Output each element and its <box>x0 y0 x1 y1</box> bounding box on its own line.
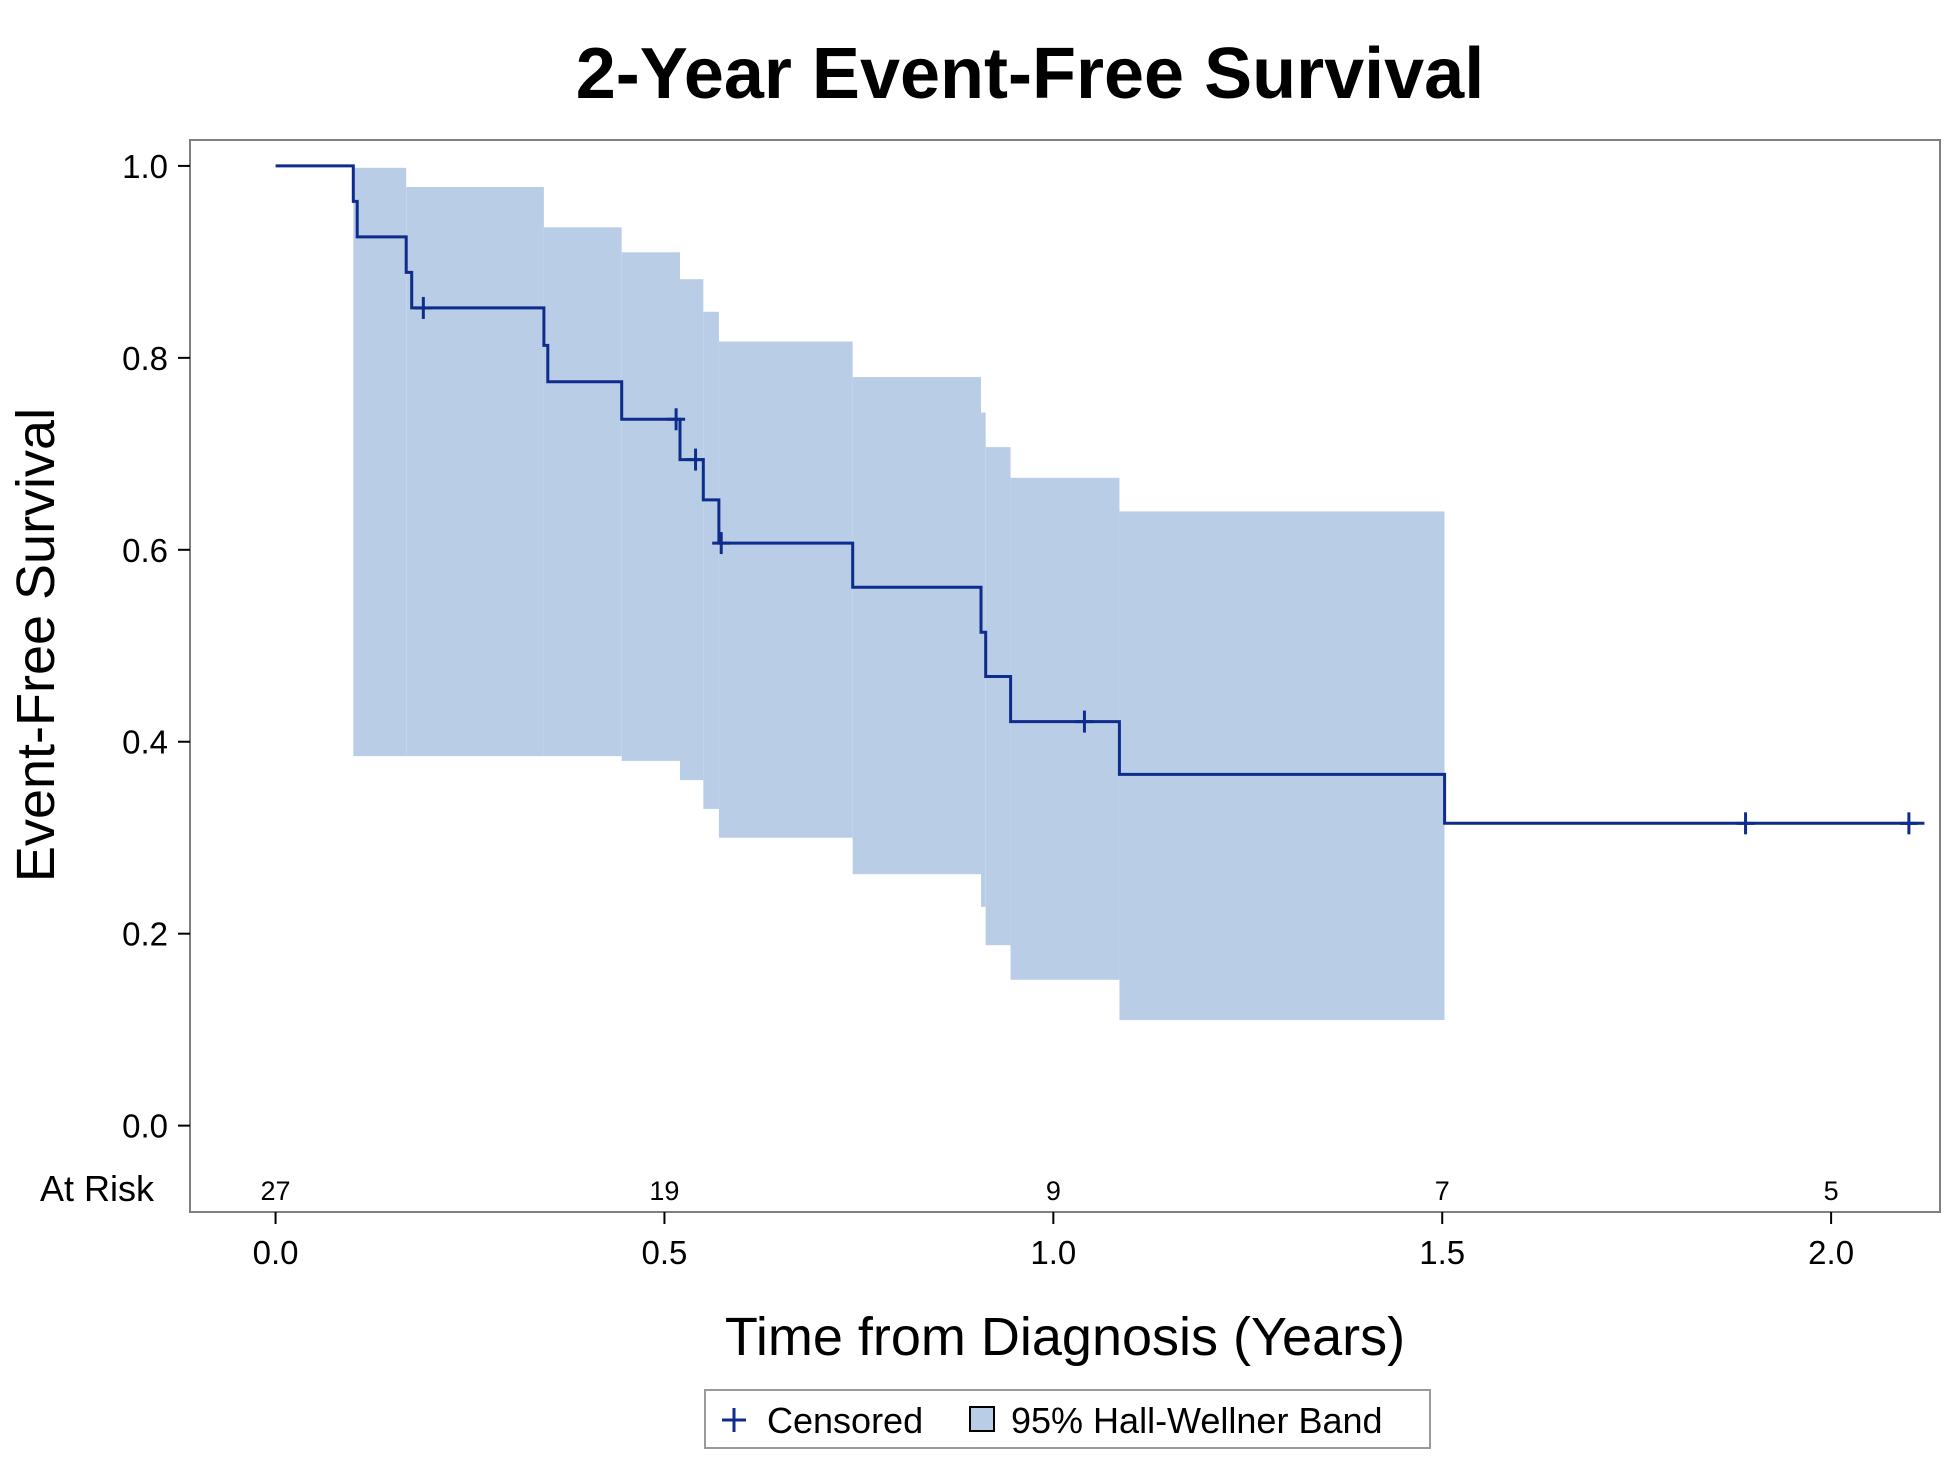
at-risk-count: 9 <box>1046 1176 1061 1206</box>
at-risk-table: At Risk 27 19 9 7 5 <box>40 1168 1839 1209</box>
confidence-band-segment <box>353 167 407 757</box>
censored-marker <box>712 532 731 555</box>
legend-censored-label: Censored <box>767 1400 923 1441</box>
confidence-band-segment <box>981 412 986 907</box>
x-axis-label: Time from Diagnosis (Years) <box>725 1307 1405 1367</box>
confidence-band-segment <box>680 279 704 781</box>
y-tick-label: 0.6 <box>122 532 168 569</box>
confidence-band-segment <box>1119 511 1445 1021</box>
chart-title: 2-Year Event-Free Survival <box>576 34 1484 114</box>
at-risk-label: At Risk <box>40 1168 155 1209</box>
y-axis: 0.0 0.2 0.4 0.6 0.8 1.0 <box>122 148 190 1145</box>
confidence-band-segment <box>718 341 853 838</box>
censored-marker <box>667 408 686 431</box>
at-risk-count: 7 <box>1435 1176 1450 1206</box>
at-risk-count: 27 <box>261 1176 291 1206</box>
legend-band-label: 95% Hall-Wellner Band <box>1011 1400 1383 1441</box>
y-tick-label: 0.8 <box>122 340 168 377</box>
confidence-band-segment <box>852 377 981 875</box>
y-tick-label: 0.0 <box>122 1108 168 1145</box>
y-tick-label: 1.0 <box>122 148 168 185</box>
at-risk-count: 5 <box>1824 1176 1839 1206</box>
censored-legend-icon <box>722 1408 746 1432</box>
legend: Censored 95% Hall-Wellner Band <box>704 1389 1431 1449</box>
x-axis: 0.0 0.5 1.0 1.5 2.0 <box>253 1212 1854 1271</box>
confidence-band-segment <box>1010 477 1120 980</box>
x-tick-label: 1.0 <box>1030 1234 1076 1271</box>
at-risk-count: 19 <box>649 1176 679 1206</box>
legend-frame <box>704 1389 1431 1449</box>
confidence-band-segment <box>543 227 622 757</box>
x-tick-label: 2.0 <box>1808 1234 1854 1271</box>
x-tick-label: 0.0 <box>253 1234 299 1271</box>
censored-marker <box>1075 710 1094 733</box>
censored-marker <box>1899 812 1918 835</box>
censored-marker <box>686 448 705 471</box>
y-tick-label: 0.4 <box>122 724 168 761</box>
x-tick-label: 0.5 <box>642 1234 688 1271</box>
confidence-band-segment <box>703 311 719 809</box>
confidence-band-segment <box>406 187 544 757</box>
y-axis-label: Event-Free Survival <box>6 408 66 882</box>
plot-area <box>275 164 1925 1021</box>
plot-frame <box>189 139 1941 1213</box>
confidence-band-segment <box>621 252 680 761</box>
censored-marker <box>414 296 433 319</box>
x-tick-label: 1.5 <box>1419 1234 1465 1271</box>
y-tick-label: 0.2 <box>122 916 168 953</box>
censored-marker <box>1736 812 1755 835</box>
band-legend-icon <box>969 1406 995 1432</box>
confidence-band-segment <box>985 447 1011 946</box>
